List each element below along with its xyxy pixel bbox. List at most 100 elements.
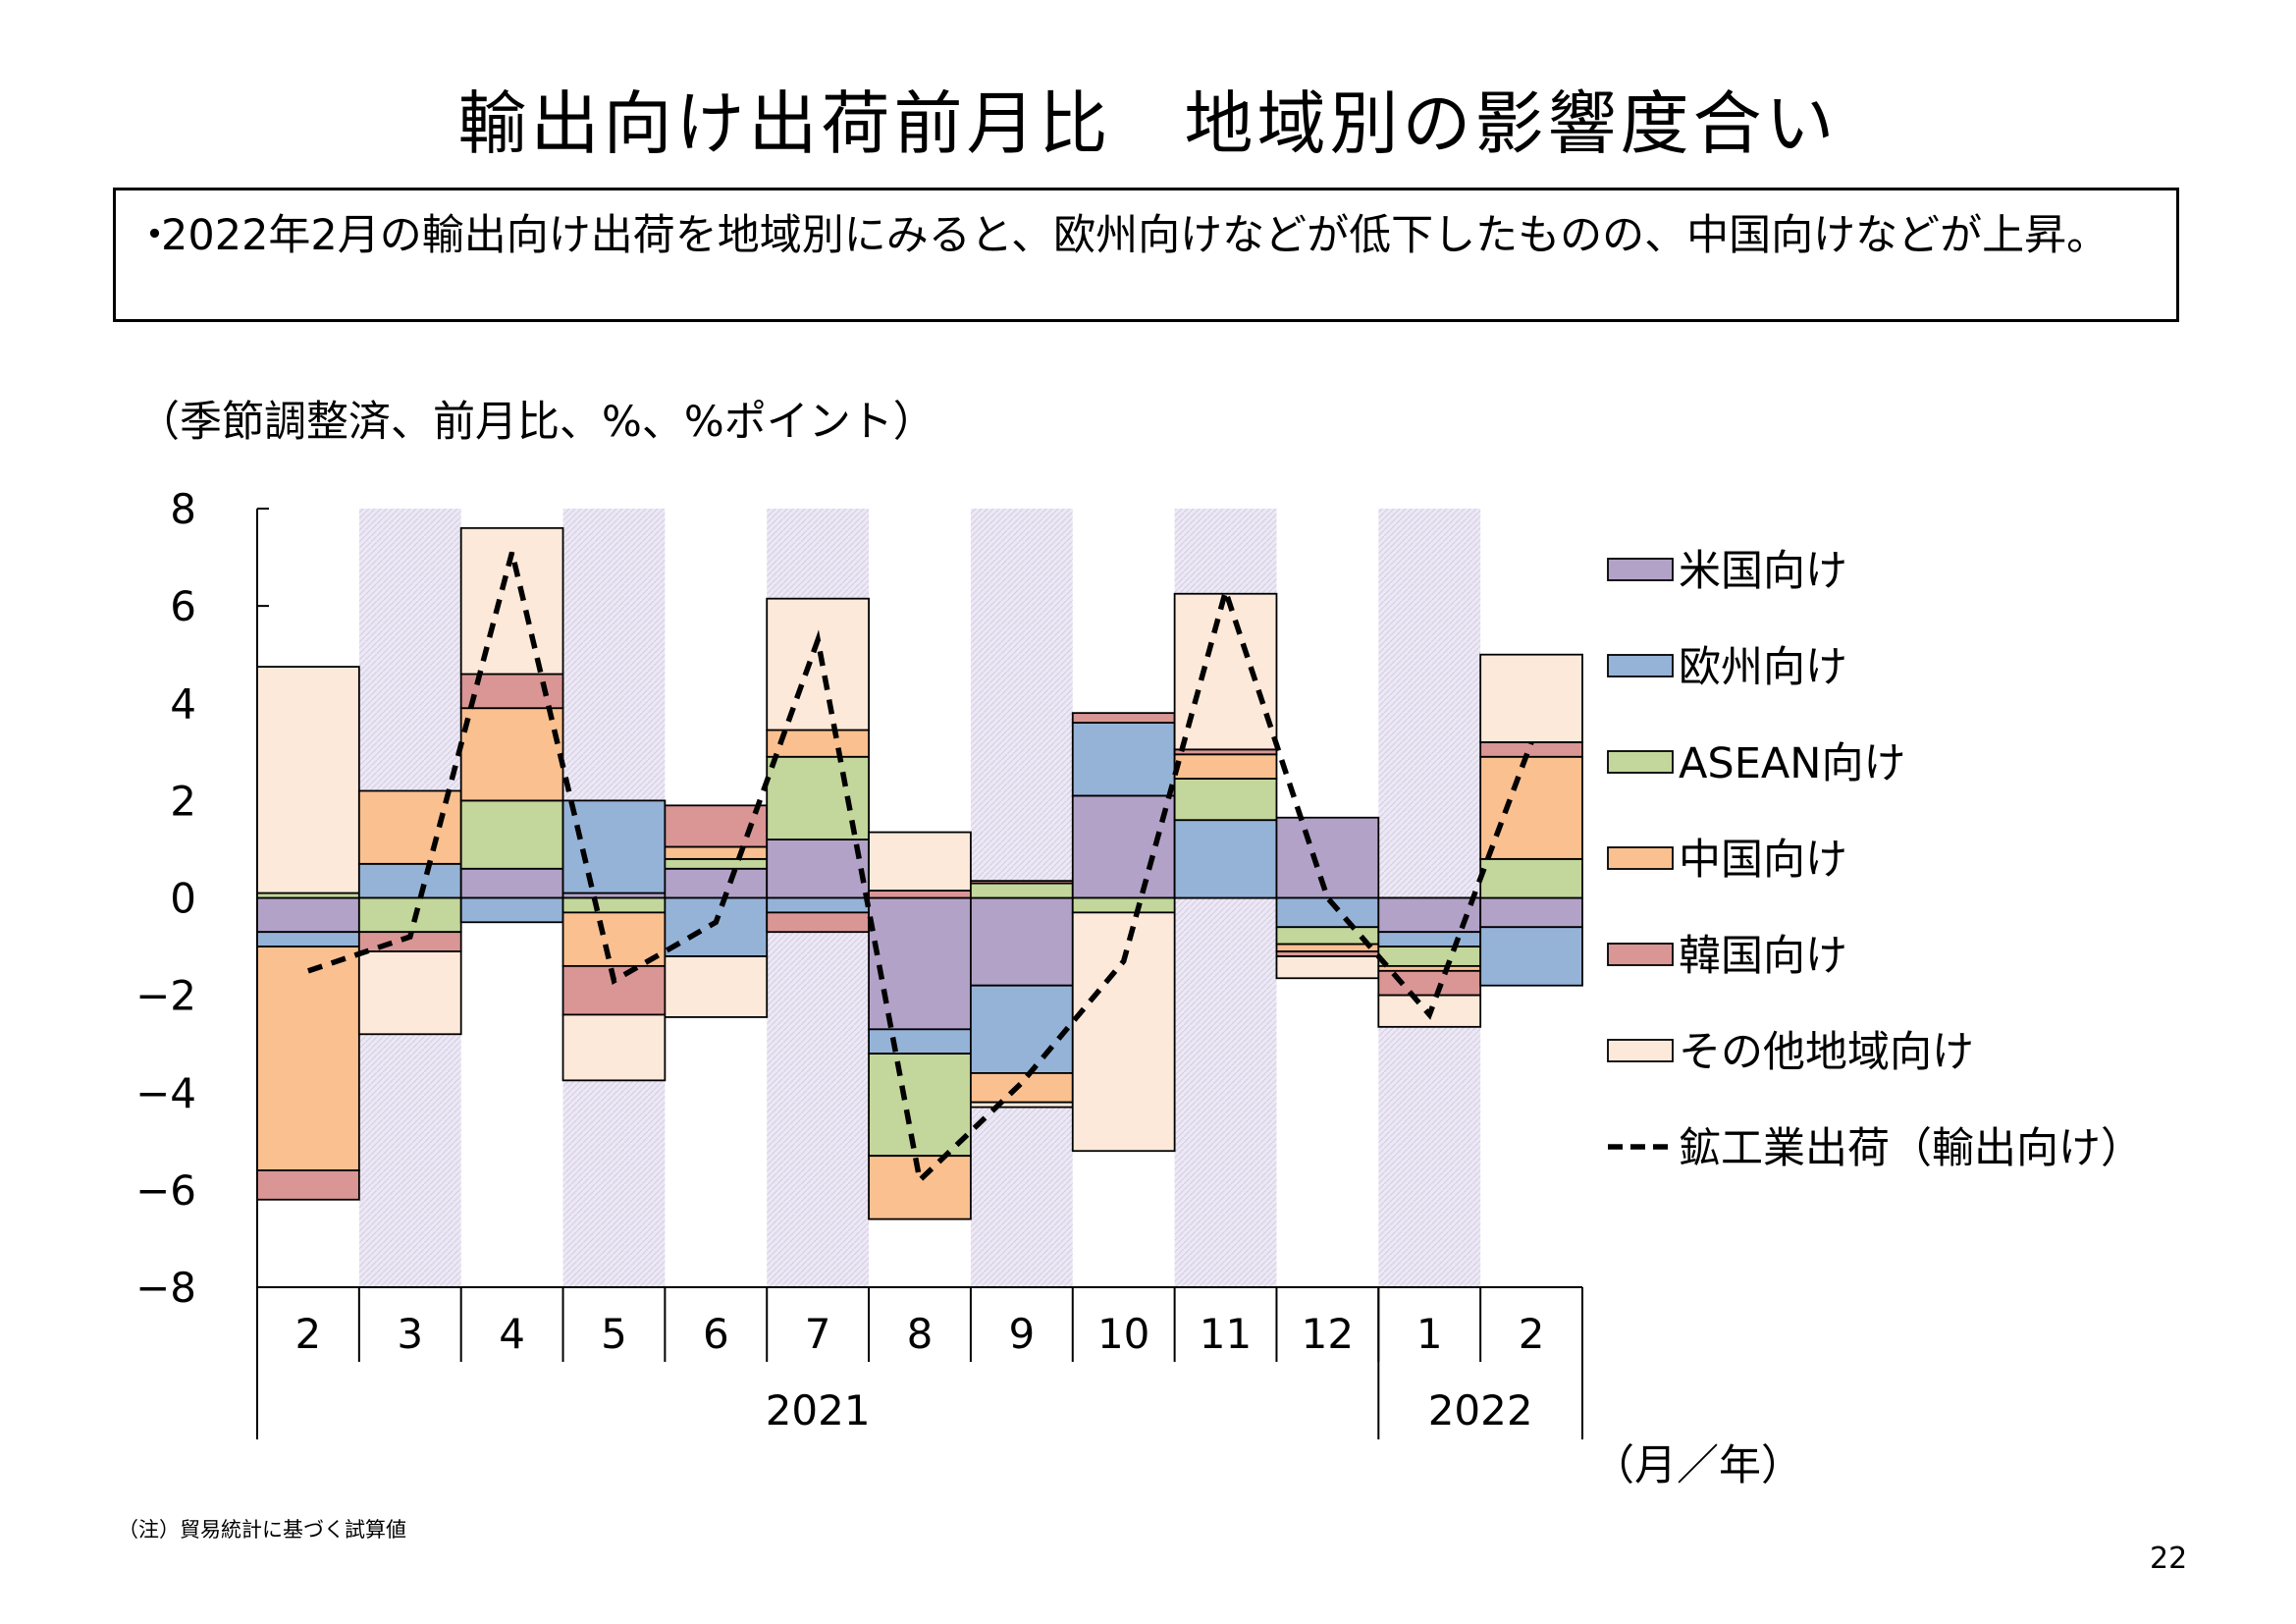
bar-segment	[256, 896, 360, 934]
legend-swatch	[1607, 1039, 1674, 1062]
legend-label: 韓国向け	[1679, 932, 1847, 981]
legend-swatch	[1607, 558, 1674, 581]
bar-segment	[868, 1028, 972, 1055]
bar-segment	[868, 896, 972, 1031]
bar-segment	[868, 1155, 972, 1220]
summary-box: ・ 2022年2月の輸出向け出荷を地域別にみると、欧州向けなどが低下したものの、…	[113, 188, 2179, 322]
x-tick-label: 1	[1416, 1310, 1443, 1358]
summary-text: 2022年2月の輸出向け出荷を地域別にみると、欧州向けなどが低下したものの、中国…	[161, 211, 2109, 260]
legend-swatch	[1607, 654, 1674, 677]
y-tick-label: −6	[135, 1166, 196, 1215]
y-tick-label: 4	[170, 679, 196, 728]
bar-segment	[1071, 794, 1176, 899]
bar-segment	[970, 896, 1074, 987]
x-tick-label: 4	[499, 1310, 525, 1358]
bar-segment	[1479, 857, 1583, 899]
bar-segment	[256, 666, 360, 894]
footnote: （注）貿易統計に基づく試算値	[118, 1518, 406, 1542]
bar-segment	[766, 896, 870, 914]
bar-segment	[664, 857, 769, 870]
bar-segment	[1275, 816, 1380, 899]
x-tick-label: 6	[703, 1310, 729, 1358]
legend-label: 米国向け	[1679, 547, 1847, 596]
bar-segment	[664, 896, 769, 957]
bar-segment	[561, 896, 667, 914]
bar-segment	[1071, 722, 1176, 797]
bar-segment	[868, 1053, 972, 1158]
legend-swatch	[1607, 846, 1674, 870]
legend-label: ASEAN向け	[1679, 739, 1905, 788]
x-tick-label: 11	[1200, 1310, 1252, 1358]
bar-segment	[1275, 943, 1380, 952]
bar-segment	[1377, 931, 1482, 947]
bar-segment	[459, 867, 564, 899]
year-label: 2021	[766, 1386, 871, 1435]
bar-segment	[459, 707, 564, 802]
bar-segment	[1377, 946, 1482, 967]
y-tick-label: −4	[135, 1069, 196, 1117]
legend-swatch	[1607, 750, 1674, 774]
bar-segment	[459, 896, 564, 924]
legend-label: 中国向け	[1679, 836, 1847, 885]
bar-segment	[970, 1101, 1074, 1109]
y-tick-label: −8	[135, 1264, 196, 1312]
x-tick-label: 12	[1302, 1310, 1354, 1358]
y-tick-label: 0	[170, 875, 196, 923]
legend-label: その他地域向け	[1679, 1028, 1974, 1077]
bar-segment	[664, 867, 769, 899]
bar-segment	[561, 1013, 667, 1082]
bar-segment	[664, 955, 769, 1018]
x-tick-label: 2	[295, 1310, 322, 1358]
legend-line-label: 鉱工業出荷（輸出向け）	[1679, 1124, 2143, 1173]
y-tick-label: 2	[170, 777, 196, 825]
bar-segment	[1275, 955, 1380, 980]
y-tick-label: 6	[170, 582, 196, 630]
bar-segment	[1173, 753, 1278, 780]
bar-segment	[1071, 911, 1176, 1153]
bar-segment	[970, 1072, 1074, 1104]
x-tick-label: 7	[805, 1310, 831, 1358]
bar-segment	[664, 845, 769, 860]
x-tick-label: 9	[1008, 1310, 1035, 1358]
x-tick-label: 10	[1097, 1310, 1149, 1358]
bar-segment	[1173, 778, 1278, 822]
bar-segment	[766, 839, 870, 899]
bar-segment	[459, 526, 564, 676]
bar-segment	[766, 597, 870, 731]
bar-segment	[868, 831, 972, 892]
bar-segment	[561, 799, 667, 894]
page-title: 輸出向け出荷前月比 地域別の影響度合い	[457, 83, 1839, 164]
unit-label: （季節調整済、前月比、%、%ポイント）	[137, 398, 935, 447]
legend-label: 欧州向け	[1679, 643, 1847, 692]
x-axis-unit-label: （月／年）	[1592, 1441, 1803, 1490]
bar-segment	[256, 1169, 360, 1201]
summary-bullet: ・	[133, 211, 176, 260]
bar-segment	[970, 880, 1074, 885]
bar-segment	[868, 890, 972, 899]
year-label: 2022	[1428, 1386, 1533, 1435]
bar-segment	[1071, 896, 1176, 914]
bar-segment	[256, 946, 360, 1171]
page-number: 22	[2150, 1542, 2188, 1576]
bar-segment	[1479, 926, 1583, 987]
bar-segment	[357, 950, 462, 1036]
line-path	[307, 551, 1534, 1186]
bar-segment	[970, 984, 1074, 1074]
legend-swatch	[1607, 943, 1674, 966]
bar-segment	[357, 862, 462, 899]
bar-segment	[1479, 755, 1583, 860]
bar-segment	[357, 896, 462, 934]
bar-segment	[1479, 896, 1583, 929]
y-tick-label: 8	[170, 485, 196, 533]
x-tick-label: 8	[907, 1310, 934, 1358]
bar-segment	[970, 882, 1074, 899]
bar-segment	[1071, 712, 1176, 724]
total-line	[307, 551, 1534, 1186]
x-tick-label: 3	[397, 1310, 423, 1358]
bar-segment	[766, 911, 870, 934]
bar-segment	[1275, 896, 1380, 929]
x-tick-label: 5	[601, 1310, 627, 1358]
